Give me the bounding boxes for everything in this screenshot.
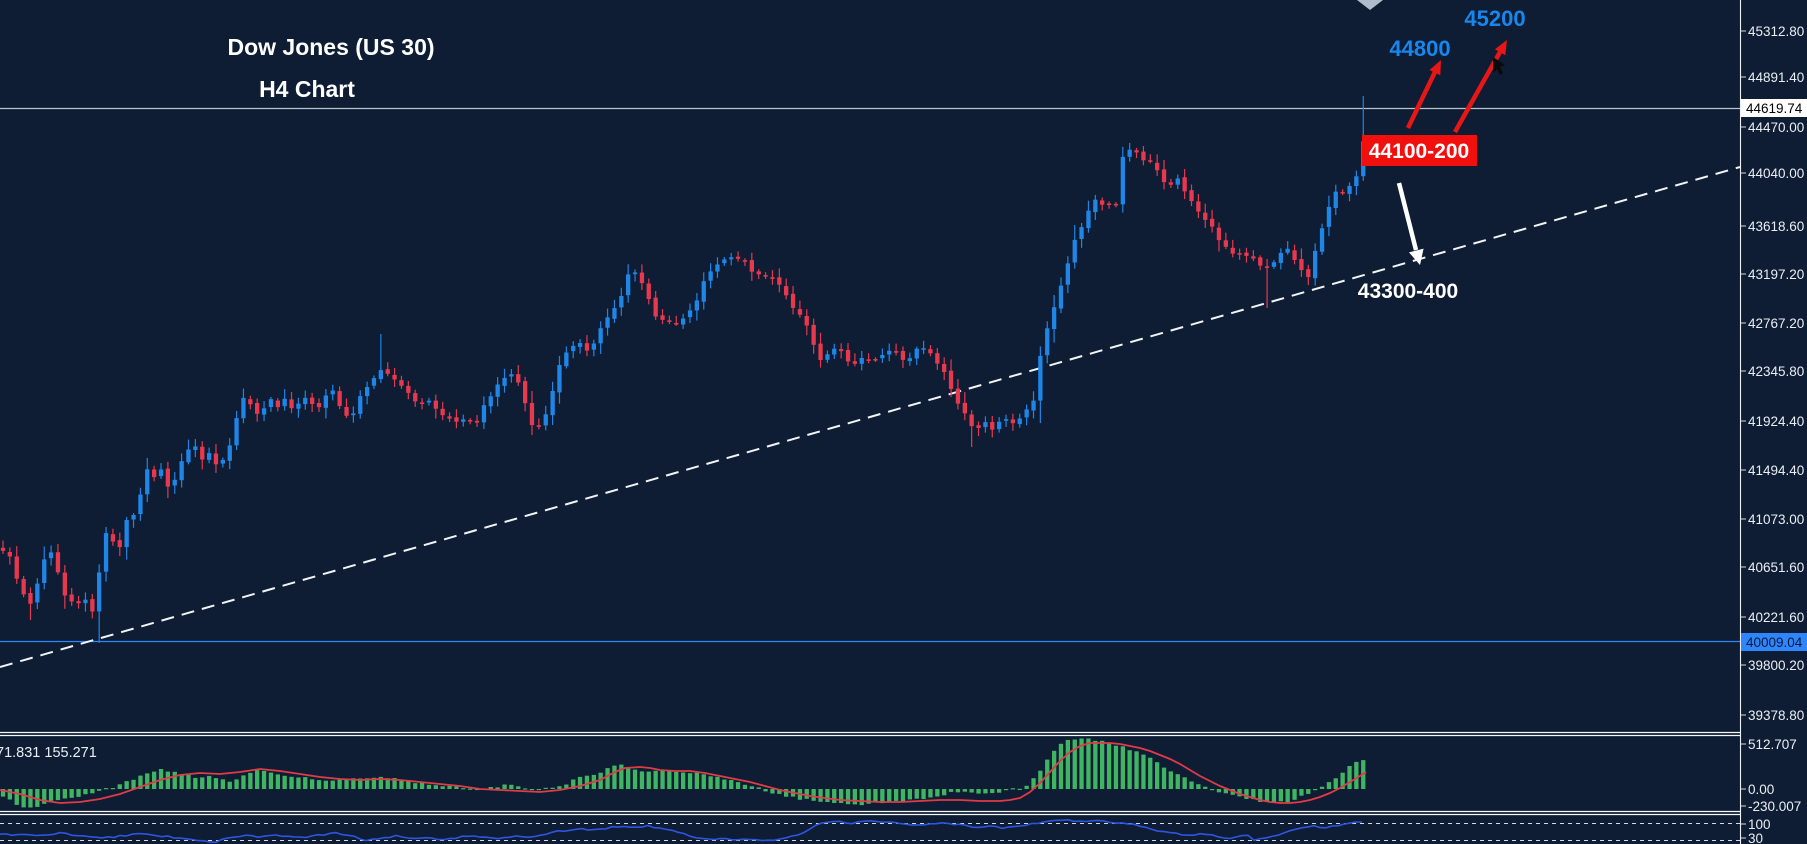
chart-title: Dow Jones (US 30)	[227, 34, 434, 60]
level-lines-layer	[0, 107, 1741, 668]
axis-label: 39378.80	[1748, 708, 1804, 723]
axis-label: 41073.00	[1748, 512, 1804, 527]
red-arrow-1[interactable]	[1405, 60, 1441, 129]
resistance-zone-label: 44100-200	[1369, 140, 1469, 163]
axis-label: 40651.60	[1748, 560, 1804, 575]
axis-label: 44470.00	[1748, 120, 1804, 135]
candles-layer	[0, 96, 1366, 643]
axis-label: 30	[1748, 831, 1763, 844]
axis-label: 43197.20	[1748, 267, 1804, 282]
axis-label: 44040.00	[1748, 166, 1804, 181]
support-price-value: 40009.04	[1746, 635, 1803, 650]
current-price-value: 44619.74	[1746, 101, 1803, 116]
axis-label: 512.707	[1748, 737, 1797, 752]
axis-label: 43618.60	[1748, 219, 1804, 234]
axis-label: 44891.40	[1748, 70, 1804, 85]
panel-separators	[0, 0, 1742, 844]
mouse-cursor-icon	[1493, 57, 1505, 75]
axis-label: -230.007	[1748, 799, 1801, 814]
red-arrow-2[interactable]	[1453, 40, 1507, 134]
top-marker-triangle-icon[interactable]	[1357, 0, 1383, 10]
trendline-dashed[interactable]	[0, 166, 1741, 668]
chart-subtitle: H4 Chart	[259, 76, 355, 102]
axis-label: 41924.40	[1748, 414, 1804, 429]
target-price-label-1[interactable]: 44800	[1389, 36, 1450, 61]
axis-label: 42767.20	[1748, 316, 1804, 331]
macd-signal-line	[0, 742, 1367, 804]
macd-histogram-layer	[0, 738, 1366, 808]
resistance-zone-box[interactable]: 44100-200	[1362, 135, 1477, 166]
axis-label: 45312.80	[1748, 24, 1804, 39]
axis-label: 100	[1748, 817, 1771, 832]
axis-label: 40221.60	[1748, 610, 1804, 625]
oscillator-bands	[0, 823, 1740, 841]
support-zone-label[interactable]: 43300-400	[1358, 280, 1458, 303]
axis-label: 42345.80	[1748, 364, 1804, 379]
axis-label: 41494.40	[1748, 463, 1804, 478]
axis-label: 39800.20	[1748, 658, 1804, 673]
axis-label: 0.00	[1748, 782, 1774, 797]
target-price-label-2[interactable]: 45200	[1464, 6, 1525, 31]
oscillator-line	[0, 818, 1362, 844]
macd-indicator-values: 71.831 155.271	[0, 745, 97, 761]
current-price-tag: 44619.74	[1741, 99, 1807, 117]
annotations-layer: Dow Jones (US 30) H4 Chart 44800 45200 4…	[0, 0, 1526, 761]
price-axis[interactable]: 45312.80 44891.40 44470.00 44040.00 43618.60…	[1740, 24, 1804, 844]
white-arrow-down[interactable]	[1396, 182, 1424, 265]
support-price-tag: 40009.04	[1741, 633, 1807, 651]
